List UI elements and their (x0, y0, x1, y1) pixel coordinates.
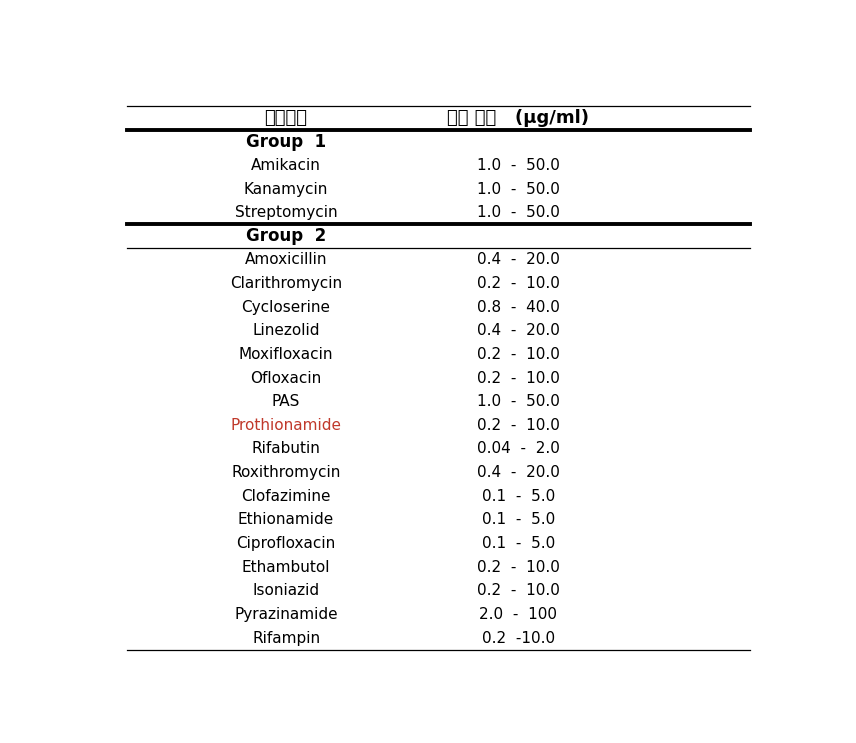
Text: 1.0  -  50.0: 1.0 - 50.0 (477, 205, 560, 220)
Text: 1.0  -  50.0: 1.0 - 50.0 (477, 395, 560, 409)
Text: Isoniazid: Isoniazid (253, 583, 319, 598)
Text: Group  1: Group 1 (246, 133, 326, 151)
Text: Prothionamide: Prothionamide (230, 418, 342, 433)
Text: PAS: PAS (272, 395, 300, 409)
Text: Cycloserine: Cycloserine (241, 299, 330, 315)
Text: Clofazimine: Clofazimine (241, 489, 331, 504)
Text: 대상약물: 대상약물 (265, 109, 307, 127)
Text: 0.2  -  10.0: 0.2 - 10.0 (477, 418, 560, 433)
Text: 0.1  -  5.0: 0.1 - 5.0 (482, 536, 555, 551)
Text: Roxithromycin: Roxithromycin (231, 465, 341, 480)
Text: 0.1  -  5.0: 0.1 - 5.0 (482, 513, 555, 528)
Text: Ethambutol: Ethambutol (242, 559, 330, 574)
Text: 0.2  -  10.0: 0.2 - 10.0 (477, 583, 560, 598)
Text: 0.2  -  10.0: 0.2 - 10.0 (477, 559, 560, 574)
Text: Group  2: Group 2 (246, 227, 326, 245)
Text: Rifampin: Rifampin (252, 631, 320, 646)
Text: 1.0  -  50.0: 1.0 - 50.0 (477, 181, 560, 197)
Text: Streptomycin: Streptomycin (235, 205, 337, 220)
Text: Linezolid: Linezolid (253, 323, 320, 338)
Text: 2.0  -  100: 2.0 - 100 (479, 607, 557, 622)
Text: 0.1  -  5.0: 0.1 - 5.0 (482, 489, 555, 504)
Text: 1.0  -  50.0: 1.0 - 50.0 (477, 158, 560, 173)
Text: Ofloxacin: Ofloxacin (251, 371, 322, 386)
Text: Rifabutin: Rifabutin (252, 441, 320, 456)
Text: 정량 범위   (μg/ml): 정량 범위 (μg/ml) (448, 109, 589, 127)
Text: Amoxicillin: Amoxicillin (245, 253, 327, 267)
Text: Ciprofloxacin: Ciprofloxacin (236, 536, 336, 551)
Text: Pyrazinamide: Pyrazinamide (235, 607, 338, 622)
Text: Ethionamide: Ethionamide (238, 513, 334, 528)
Text: 0.4  -  20.0: 0.4 - 20.0 (477, 323, 560, 338)
Text: Moxifloxacin: Moxifloxacin (239, 347, 333, 362)
Text: Amikacin: Amikacin (251, 158, 321, 173)
Text: 0.4  -  20.0: 0.4 - 20.0 (477, 253, 560, 267)
Text: 0.2  -  10.0: 0.2 - 10.0 (477, 276, 560, 291)
Text: Clarithromycin: Clarithromycin (230, 276, 342, 291)
Text: 0.4  -  20.0: 0.4 - 20.0 (477, 465, 560, 480)
Text: 0.8  -  40.0: 0.8 - 40.0 (477, 299, 560, 315)
Text: 0.2  -10.0: 0.2 -10.0 (482, 631, 555, 646)
Text: 0.2  -  10.0: 0.2 - 10.0 (477, 347, 560, 362)
Text: 0.2  -  10.0: 0.2 - 10.0 (477, 371, 560, 386)
Text: Kanamycin: Kanamycin (244, 181, 329, 197)
Text: 0.04  -  2.0: 0.04 - 2.0 (477, 441, 560, 456)
